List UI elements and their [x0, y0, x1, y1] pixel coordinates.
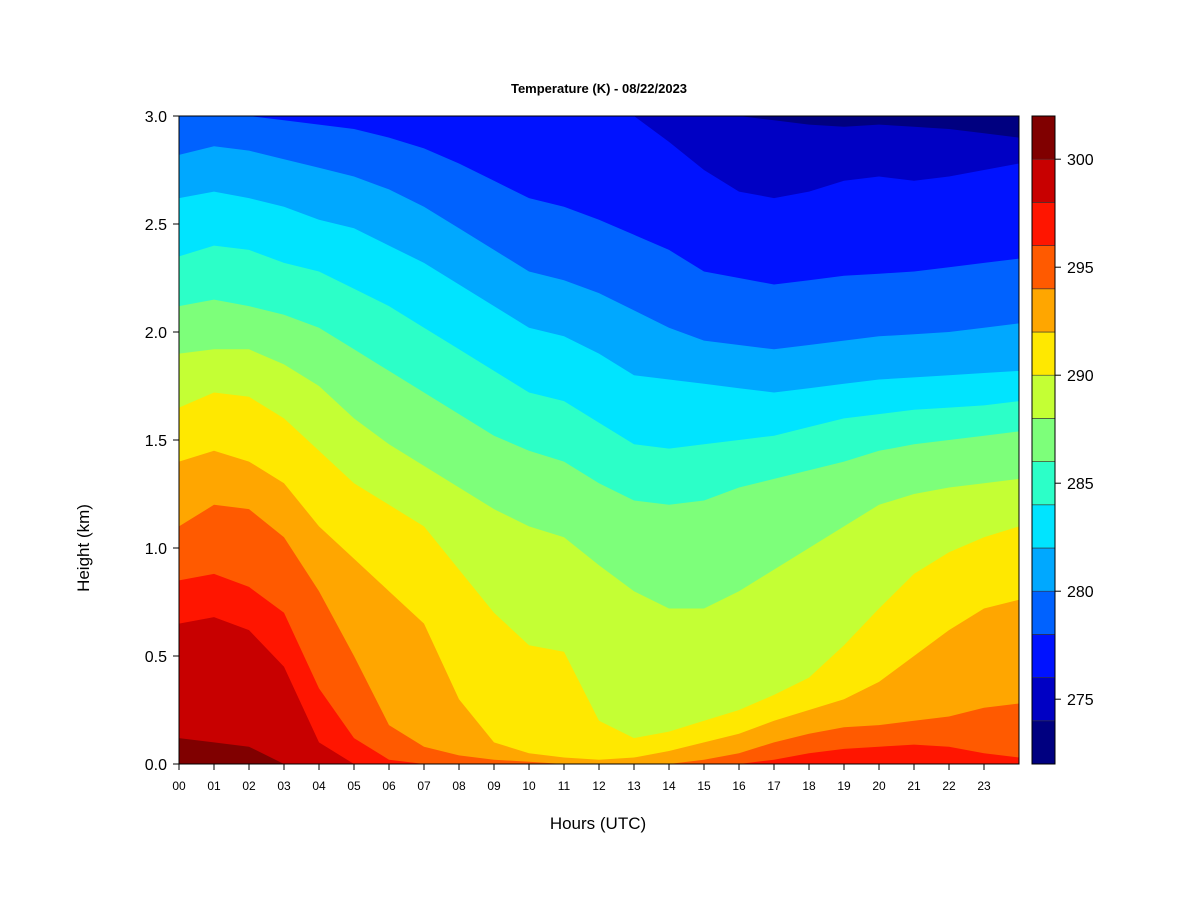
x-tick-label: 22 — [942, 779, 956, 793]
x-tick-label: 12 — [592, 779, 606, 793]
colorbar-ticks: 275 280 285 290 295 300 — [1055, 152, 1094, 709]
x-tick-label: 08 — [452, 779, 466, 793]
x-tick-label: 15 — [697, 779, 711, 793]
y-tick-label: 1.5 — [145, 433, 167, 450]
y-axis: 0.0 0.5 1.0 1.5 2.0 2.5 3.0 — [145, 109, 180, 774]
colorbar-swatch — [1031, 720, 1056, 765]
y-axis-label: Height (km) — [74, 504, 93, 592]
x-tick-label: 09 — [487, 779, 501, 793]
x-axis: 00 01 02 03 04 05 06 07 08 09 10 11 12 13 14 15 16 17 18 19… — [172, 763, 1019, 793]
region-298k — [179, 617, 1019, 764]
colorbar-swatch — [1031, 158, 1056, 203]
x-tick-label: 18 — [802, 779, 816, 793]
y-tick-label: 0.0 — [145, 757, 167, 774]
x-tick-label: 10 — [522, 779, 536, 793]
colorbar — [1031, 115, 1056, 765]
colorbar-tick-label: 280 — [1067, 584, 1094, 601]
x-tick-label: 11 — [558, 779, 571, 793]
colorbar-tick-label: 290 — [1067, 368, 1094, 385]
x-tick-label: 23 — [977, 779, 991, 793]
colorbar-swatch — [1031, 504, 1056, 549]
y-tick-label: 2.5 — [145, 217, 167, 234]
colorbar-swatch — [1031, 461, 1056, 506]
colorbar-swatch — [1031, 115, 1056, 160]
colorbar-swatch — [1031, 374, 1056, 419]
x-axis-label: Hours (UTC) — [550, 814, 646, 833]
chart-title: Temperature (K) - 08/22/2023 — [511, 81, 687, 96]
x-tick-label: 05 — [347, 779, 361, 793]
region-300k — [179, 738, 1019, 764]
x-tick-label: 17 — [767, 779, 781, 793]
x-tick-label: 00 — [172, 779, 186, 793]
x-tick-label: 19 — [837, 779, 851, 793]
colorbar-swatch — [1031, 590, 1056, 635]
colorbar-frame — [1031, 115, 1056, 765]
x-tick-label: 21 — [907, 779, 921, 793]
colorbar-swatch — [1031, 202, 1056, 246]
y-tick-label: 2.0 — [145, 325, 167, 342]
colorbar-tick-label: 295 — [1067, 260, 1094, 277]
colorbar-tick-label: 275 — [1067, 692, 1094, 709]
colorbar-swatch — [1031, 245, 1056, 290]
colorbar-swatch — [1031, 288, 1056, 333]
x-tick-label: 04 — [312, 779, 326, 793]
heatmap-field — [179, 116, 1019, 765]
colorbar-swatch — [1031, 331, 1056, 376]
x-tick-label: 20 — [872, 779, 886, 793]
y-tick-label: 3.0 — [145, 109, 167, 126]
x-tick-label: 03 — [277, 779, 291, 793]
colorbar-swatch — [1031, 634, 1056, 678]
x-tick-label: 16 — [732, 779, 746, 793]
x-tick-label: 02 — [242, 779, 256, 793]
colorbar-tick-label: 300 — [1067, 152, 1094, 169]
y-tick-label: 0.5 — [145, 649, 167, 666]
x-tick-label: 06 — [382, 779, 396, 793]
colorbar-tick-label: 285 — [1067, 476, 1094, 493]
x-tick-label: 13 — [627, 779, 641, 793]
x-tick-label: 07 — [417, 779, 431, 793]
colorbar-swatch — [1031, 418, 1056, 462]
colorbar-swatch — [1031, 677, 1056, 722]
colorbar-swatch — [1031, 547, 1056, 592]
region-292k — [179, 450, 1019, 764]
y-tick-label: 1.0 — [145, 541, 167, 558]
x-tick-label: 01 — [207, 779, 221, 793]
x-tick-label: 14 — [662, 779, 676, 793]
